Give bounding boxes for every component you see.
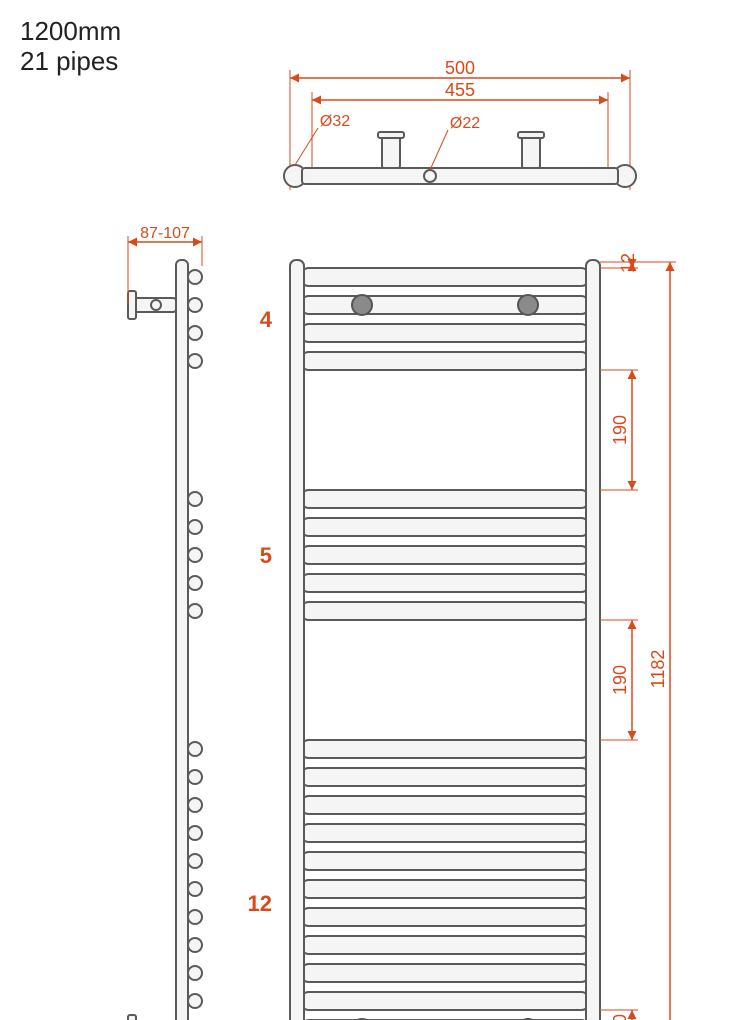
svg-text:190: 190 [610, 665, 630, 695]
title-line1: 1200mm [20, 16, 121, 46]
svg-text:500: 500 [445, 58, 475, 78]
svg-text:87-107: 87-107 [140, 225, 190, 242]
side-view: 87-10750-70 [128, 225, 210, 1020]
diagram-svg: 1200mm 21 pipes 500455 Ø32 Ø22 87-10750-70… [0, 0, 745, 1020]
svg-text:12: 12 [618, 253, 638, 273]
svg-text:12: 12 [248, 891, 272, 916]
svg-text:Ø32: Ø32 [320, 113, 350, 130]
svg-text:40: 40 [610, 1014, 630, 1020]
top-view: 500455 Ø32 Ø22 [284, 58, 636, 190]
svg-text:5: 5 [260, 543, 272, 568]
diagram-canvas: 1200mm 21 pipes 500455 Ø32 Ø22 87-10750-70… [0, 0, 745, 1020]
svg-text:4: 4 [260, 307, 273, 332]
title-line2: 21 pipes [20, 46, 118, 76]
svg-text:455: 455 [445, 80, 475, 100]
svg-text:Ø22: Ø22 [450, 115, 480, 132]
svg-text:190: 190 [610, 415, 630, 445]
svg-text:1182: 1182 [648, 650, 668, 689]
front-view: 45121219019040301182 [248, 253, 676, 1020]
